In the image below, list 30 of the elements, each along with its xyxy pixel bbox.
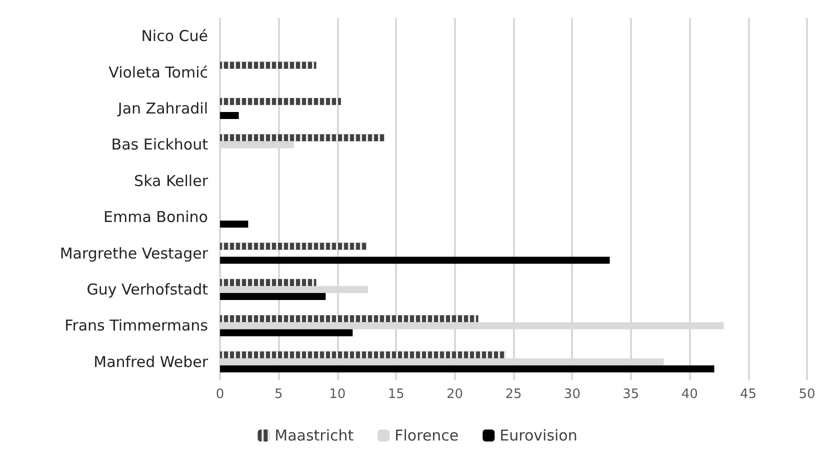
y-tick-label: Frans Timmermans xyxy=(64,316,208,335)
y-tick-label: Ska Keller xyxy=(134,172,209,190)
x-tick-label: 35 xyxy=(622,387,640,402)
y-tick-label: Guy Verhofstadt xyxy=(86,280,208,298)
x-tick-label: 0 xyxy=(216,387,224,402)
y-tick-label: Violeta Tomić xyxy=(108,63,208,82)
x-tick-label: 5 xyxy=(274,387,283,402)
x-tick-label: 15 xyxy=(388,387,404,402)
x-tick-label: 30 xyxy=(564,387,580,402)
x-tick-label: 50 xyxy=(798,387,816,402)
bar xyxy=(220,220,248,228)
x-tick-label: 40 xyxy=(681,387,698,402)
bar xyxy=(220,329,353,336)
legend-label: Maastricht xyxy=(274,426,354,444)
x-tick-label: 10 xyxy=(329,387,346,402)
y-tick-label: Margrethe Vestager xyxy=(60,244,209,262)
y-tick-label: Bas Eickhout xyxy=(111,136,208,154)
y-tick-label: Manfred Weber xyxy=(94,352,209,371)
legend-label: Florence xyxy=(394,426,459,444)
x-tick-label: 25 xyxy=(505,387,522,402)
x-tick-label: 45 xyxy=(740,387,757,402)
bar xyxy=(220,256,610,264)
legend-label: Eurovision xyxy=(500,426,578,444)
bar xyxy=(220,365,714,372)
x-tick-label: 20 xyxy=(446,387,464,402)
bar xyxy=(220,293,326,300)
y-tick-label: Nico Cué xyxy=(141,27,208,46)
y-tick-label: Jan Zahradil xyxy=(116,100,208,118)
y-tick-label: Emma Bonino xyxy=(104,208,208,226)
bar xyxy=(220,112,239,119)
